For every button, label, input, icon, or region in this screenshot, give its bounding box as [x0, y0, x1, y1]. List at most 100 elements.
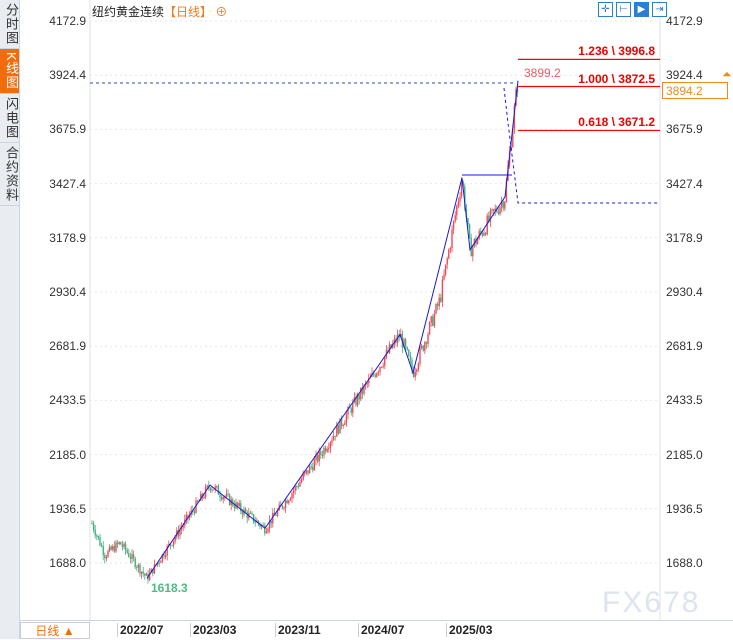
instrument-name: 纽约黄金连续 [92, 5, 165, 19]
candle-body [254, 522, 256, 524]
candle-body [310, 466, 312, 468]
sidebar-tab-2[interactable]: 闪电图 [0, 94, 19, 143]
candle-body [126, 550, 128, 553]
candle-body [438, 297, 440, 307]
candle-body [241, 511, 244, 515]
price-tick: 2185.0 [49, 447, 86, 462]
watermark: FX678 [602, 586, 701, 619]
candle-body [308, 466, 311, 474]
candle-body [156, 562, 159, 565]
candle-body [158, 562, 160, 564]
candle-body [328, 447, 330, 450]
candle-body [457, 201, 460, 206]
crosshair-icon[interactable]: ✛ [598, 2, 613, 17]
price-tick: 3178.9 [49, 230, 86, 245]
candle-body [377, 371, 380, 374]
time-tick: 2025/03 [446, 623, 492, 637]
low-label: 1618.3 [151, 581, 188, 595]
candle-body [174, 537, 176, 541]
price-tick: 2433.5 [49, 393, 86, 408]
candle-body [212, 489, 215, 491]
candle-body [227, 493, 229, 495]
go-latest-icon[interactable]: ⇥ [652, 2, 667, 17]
candle-body [265, 531, 268, 534]
price-tick: 2930.4 [666, 285, 703, 299]
sidebar-tab-0[interactable]: 分时图 [0, 0, 19, 49]
range-icon[interactable]: ⊢ [616, 2, 631, 17]
candle-body [467, 217, 469, 225]
candle-body [185, 514, 188, 520]
candle-body [422, 345, 424, 351]
scroll-up-icon: ⏶ [722, 67, 732, 81]
candle-body [332, 435, 335, 441]
candle-body [441, 279, 444, 302]
candle-body [206, 485, 208, 488]
candle-body [118, 542, 120, 544]
candle-body [220, 497, 223, 500]
candle-body [411, 360, 413, 371]
candle-body [289, 498, 292, 501]
price-tick: 1936.5 [49, 501, 86, 516]
candle-body [196, 500, 199, 502]
candle-body [187, 514, 189, 519]
candle-body [460, 181, 463, 197]
time-tick: 2023/11 [275, 623, 321, 637]
candle-body [379, 366, 381, 372]
candle-body [344, 422, 346, 425]
candle-body [468, 224, 471, 239]
candle-body [216, 486, 218, 488]
candle-body [100, 545, 103, 547]
candle-body [182, 525, 184, 528]
candle-body [440, 297, 442, 302]
candle-body [115, 542, 117, 552]
price-tick: 4172.9 [666, 14, 703, 28]
candle-body [108, 546, 111, 552]
candle-body [273, 512, 276, 516]
price-tick: 3178.9 [666, 230, 703, 245]
candle-body [150, 569, 152, 573]
candle-body [443, 274, 445, 280]
candle-body [307, 470, 309, 474]
candle-body [368, 378, 370, 384]
candle-body [376, 373, 378, 377]
cursor-icon[interactable]: ▶ [634, 2, 649, 17]
candle-body [372, 372, 375, 375]
sidebar-tab-3[interactable]: 合约资料 [0, 143, 19, 206]
candle-body [355, 397, 357, 406]
candle-body [240, 503, 242, 512]
candle-body [246, 511, 248, 519]
candle-body [172, 540, 175, 546]
candle-body [404, 339, 407, 347]
candle-body [236, 502, 239, 506]
candle-body [492, 209, 495, 211]
sidebar-tab-1[interactable]: K线图 [0, 49, 19, 94]
candle-body [92, 523, 95, 530]
candle-body [459, 196, 461, 202]
candle-body [102, 546, 104, 556]
candle-body [312, 466, 314, 471]
candle-body [331, 440, 333, 443]
candle-body [286, 500, 288, 504]
current-price-box: 3894.2 [662, 82, 728, 99]
add-indicator-icon[interactable]: ⊕ [215, 5, 228, 19]
candle-body [284, 500, 287, 508]
candle-body [99, 537, 101, 546]
candle-body [203, 496, 205, 498]
candle-body [502, 201, 504, 209]
candle-body [177, 530, 180, 536]
candle-body [129, 556, 132, 559]
candle-body [137, 564, 140, 568]
projection-line [503, 87, 660, 204]
candle-body [340, 418, 343, 426]
candle-body [304, 472, 306, 475]
candle-body [408, 349, 410, 357]
candle-body [409, 356, 412, 361]
candle-body [480, 231, 482, 233]
candle-body [342, 424, 344, 426]
time-tick: 2022/07 [117, 623, 163, 637]
candle-body [433, 313, 436, 326]
candle-body [326, 449, 328, 452]
period-button[interactable]: 日线 ▲ [20, 622, 90, 639]
fib-label: 0.618 \ 3671.2 [578, 115, 655, 130]
